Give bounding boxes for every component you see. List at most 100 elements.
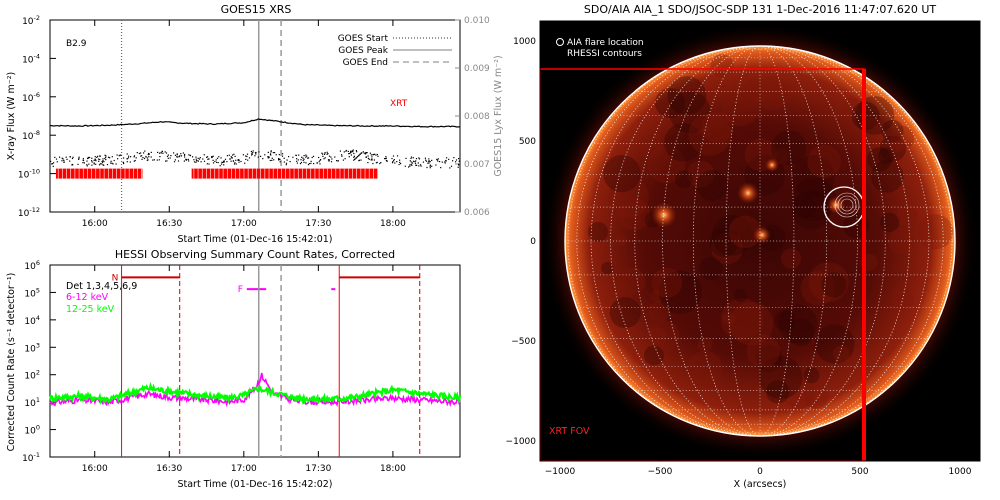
goes-short-channel-point xyxy=(324,157,326,159)
goes-y-tick-label: 10-2 xyxy=(22,14,40,27)
goes-short-channel-point xyxy=(450,165,453,167)
goes-short-channel-point xyxy=(199,157,201,159)
goes-short-channel-point xyxy=(386,160,388,162)
goes-short-channel-point xyxy=(173,152,175,154)
aia-title: SDO/AIA AIA_1 SDO/JSOC-SDP 131 1-Dec-201… xyxy=(584,3,936,16)
hessi-y-tick-label: 100 xyxy=(24,424,40,437)
aia-disk-texture xyxy=(888,137,904,153)
goes-short-channel-point xyxy=(91,157,93,159)
goes-short-channel-point xyxy=(339,150,341,152)
aia-disk-texture xyxy=(781,248,802,269)
goes-short-channel-point xyxy=(212,162,215,164)
goes-x-tick-label: 16:30 xyxy=(156,219,182,229)
goes-short-channel-point xyxy=(91,161,93,163)
aia-image-panel: SDO/AIA AIA_1 SDO/JSOC-SDP 131 1-Dec-201… xyxy=(506,3,981,490)
aia-disk-texture xyxy=(864,114,879,129)
goes-short-channel-point xyxy=(63,159,65,161)
goes-title: GOES15 XRS xyxy=(221,3,292,16)
goes-short-channel-point xyxy=(379,162,381,165)
goes-short-channel-point xyxy=(109,157,111,159)
goes-short-channel-point xyxy=(322,155,324,157)
aia-disk-texture xyxy=(721,88,760,127)
aia-legend-circle-icon xyxy=(556,38,564,46)
hessi-x-tick-label: 18:00 xyxy=(380,464,406,474)
goes-short-channel-point xyxy=(270,150,272,152)
goes-short-channel-point xyxy=(135,157,137,159)
goes-short-channel-point xyxy=(271,159,273,161)
goes-short-channel-point xyxy=(337,160,339,162)
goes-y-right-tick-label: 0.006 xyxy=(464,208,490,218)
goes-short-channel-point xyxy=(99,158,101,161)
aia-x-tick-label: −500 xyxy=(648,467,673,477)
goes-short-channel-point xyxy=(197,160,199,162)
goes-short-channel-point xyxy=(458,158,460,160)
goes-short-channel-point xyxy=(226,155,228,157)
goes-short-channel-point xyxy=(326,153,328,155)
goes-short-channel-point xyxy=(318,156,320,159)
goes-short-channel-point xyxy=(271,157,273,159)
goes-short-channel-point xyxy=(417,162,419,164)
aia-grid-longitude xyxy=(567,45,953,437)
aia-disk-texture xyxy=(648,300,670,322)
goes-short-channel-point xyxy=(296,162,298,164)
goes-short-channel-point xyxy=(358,159,360,161)
goes-short-channel-point xyxy=(320,159,322,161)
aia-rhessi-contour xyxy=(837,195,857,215)
goes-short-channel-point xyxy=(101,161,104,163)
goes-short-channel-point xyxy=(54,156,56,158)
goes-short-channel-point xyxy=(170,155,172,157)
goes-short-channel-point xyxy=(215,159,217,161)
goes-short-channel-point xyxy=(183,154,186,156)
goes-short-channel-point xyxy=(319,159,321,162)
goes-short-channel-point xyxy=(99,163,101,165)
goes-short-channel-point xyxy=(206,156,208,158)
aia-disk-texture xyxy=(655,88,685,118)
goes-short-channel-point xyxy=(330,161,333,163)
goes-short-channel-point xyxy=(150,156,152,158)
goes-short-channel-point xyxy=(233,163,236,165)
goes-short-channel-point xyxy=(246,155,248,158)
goes-short-channel-point xyxy=(193,161,196,163)
goes-short-channel-point xyxy=(262,158,264,160)
aia-disk-texture xyxy=(879,135,907,162)
goes-short-channel-point xyxy=(307,157,309,159)
goes-short-channel-point xyxy=(334,156,336,158)
goes-short-channel-point xyxy=(178,156,180,158)
goes-short-channel-point xyxy=(356,151,358,153)
aia-disk-texture xyxy=(778,304,818,344)
aia-disk-texture xyxy=(791,190,831,230)
goes-short-channel-point xyxy=(245,155,247,157)
goes-short-channel-point xyxy=(371,156,373,158)
goes-short-channel-point xyxy=(298,154,300,156)
goes-short-channel-point xyxy=(385,156,387,158)
goes-short-channel-point xyxy=(420,165,422,167)
goes-short-channel-point xyxy=(322,153,324,155)
aia-disk-texture xyxy=(786,318,815,346)
aia-disk-texture xyxy=(728,215,762,249)
goes-short-channel-point xyxy=(105,156,107,158)
goes-short-channel-point xyxy=(232,160,234,162)
hessi-x-tick-label: 17:30 xyxy=(305,464,331,474)
goes-short-channel-point xyxy=(50,160,52,162)
goes-short-channel-point xyxy=(300,159,302,161)
goes-marks: 16:00 16:30 17:00 17:30 18:00 10-12 10-10 10-8 1… xyxy=(18,14,490,229)
goes-short-channel-point xyxy=(217,162,219,164)
aia-disk-texture xyxy=(710,54,734,78)
goes-short-channel-point xyxy=(352,149,354,151)
goes-short-channel-point xyxy=(288,156,290,158)
hessi-x-tick-label: 16:00 xyxy=(82,464,108,474)
goes-short-channel-point xyxy=(275,154,277,156)
goes-short-channel-point xyxy=(223,161,225,163)
goes-short-channel-point xyxy=(264,154,266,156)
aia-x-tick-label: 1000 xyxy=(949,467,972,477)
goes-x-tick-label: 16:00 xyxy=(82,219,108,229)
goes-short-channel-point xyxy=(235,163,237,165)
goes-short-channel-point xyxy=(203,154,205,156)
goes-short-channel-point xyxy=(111,162,113,164)
goes-short-channel-point xyxy=(242,154,244,156)
goes-short-channel-point xyxy=(193,159,195,161)
goes-short-channel-point xyxy=(140,152,142,154)
aia-grid-longitude xyxy=(610,45,910,437)
hessi-x-tick-label: 17:00 xyxy=(231,464,257,474)
